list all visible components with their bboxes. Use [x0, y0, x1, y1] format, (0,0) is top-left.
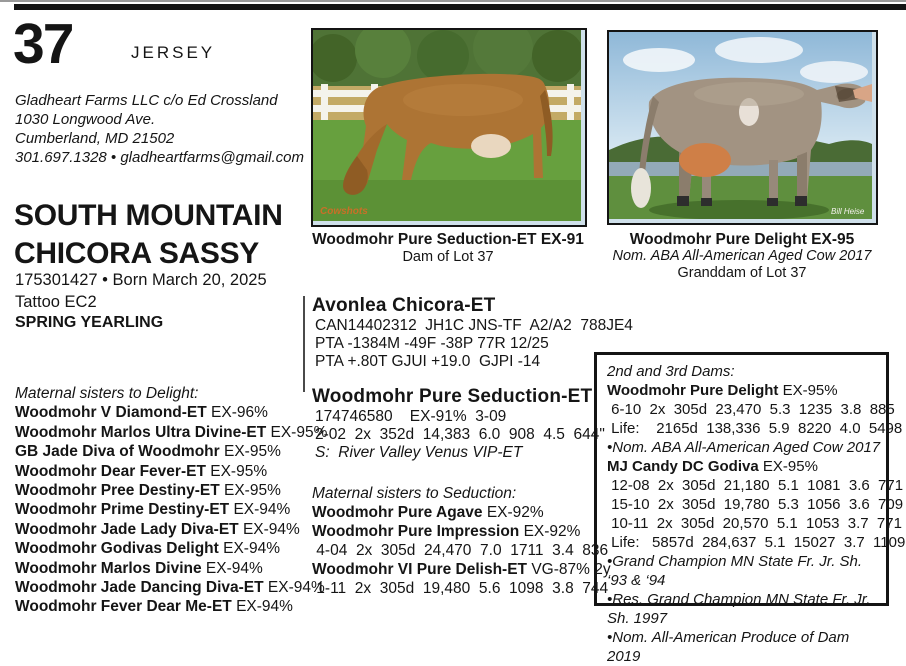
maternal-sisters-seduction-list: Maternal sisters to Seduction: Woodmohr …: [312, 484, 611, 598]
sisters-seduction-heading: Maternal sisters to Seduction:: [312, 485, 517, 502]
second-third-dams-box: 2nd and 3rd Dams: Woodmohr Pure Delight …: [594, 352, 906, 665]
dam-block: Woodmohr Pure Seduction-ET 174746580 EX-…: [312, 386, 605, 462]
dam-photo-illustration: Cowshots: [309, 18, 584, 221]
lot-number: 37: [13, 12, 74, 76]
list-item: GB Jade Diva of Woodmohr EX-95%: [15, 443, 281, 461]
sisters-delight-heading: Maternal sisters to Delight:: [15, 385, 199, 402]
list-item: Woodmohr Jade Lady Diva-ET EX-94%: [15, 520, 300, 538]
dam-reg-score: 174746580 EX-91% 3-09: [315, 408, 507, 425]
record-line: Life: 2165d 138,336 5.9 8220 4.0 5498: [607, 420, 903, 437]
list-item: Woodmohr Dear Fever-ET EX-95%: [15, 462, 268, 480]
dam-photo-subcaption: Dam of Lot 37: [402, 249, 494, 265]
list-item: Woodmohr Jade Dancing Diva-ET EX-94%: [15, 579, 325, 597]
sire-block: Avonlea Chicora-ET CAN14402312 JH1C JNS-…: [312, 295, 633, 371]
sire-name: Avonlea Chicora-ET: [312, 295, 496, 316]
list-item: Woodmohr Godivas Delight EX-94%: [15, 540, 280, 558]
dam-record: 2-02 2x 352d 14,383 6.0 908 4.5 644": [315, 426, 605, 443]
record-line: 4-04 2x 305d 24,470 7.0 1711 3.4 836: [312, 542, 609, 559]
award-note: •Nom. ABA All-American Aged Cow 2017: [607, 439, 881, 456]
list-item: Woodmohr Pree Destiny-ET EX-95%: [15, 482, 281, 500]
record-line: 15-10 2x 305d 19,780 5.3 1056 3.6 709: [607, 496, 904, 513]
award-note: •Grand Champion MN State Fr. Jr. Sh. ‘93…: [607, 553, 863, 589]
list-item: Woodmohr V Diamond-ET EX-96%: [15, 404, 268, 422]
pedigree-connector-line: [303, 296, 305, 392]
granddam-photo: Bill Heise: [607, 30, 878, 225]
animal-name-line2: CHICORA SASSY: [14, 237, 260, 270]
record-line: 1-11 2x 305d 19,480 5.6 1098 3.8 744: [312, 580, 609, 597]
dams-box-heading: 2nd and 3rd Dams:: [607, 363, 735, 380]
record-line: 12-08 2x 305d 21,180 5.1 1081 3.6 771: [607, 477, 904, 494]
granddam-photo-subcaption: Nom. ABA All-American Aged Cow 2017: [612, 248, 872, 264]
dam-sire-line: S: River Valley Venus VIP-ET: [315, 444, 523, 461]
dam2-name-line: Woodmohr Pure Delight EX-95%: [607, 382, 838, 399]
granddam-photo-illustration: Bill Heise: [609, 32, 872, 220]
list-item: Woodmohr Marlos Divine EX-94%: [15, 559, 263, 577]
registration-birthdate: 175301427 • Born March 20, 2025: [15, 271, 267, 289]
page-top-black-rule: [14, 4, 906, 10]
list-item: Woodmohr VI Pure Delish-ET VG-87% 2y: [312, 561, 611, 578]
breed-label: JERSEY: [131, 43, 216, 62]
record-line: 6-10 2x 305d 23,470 5.3 1235 3.8 885: [607, 401, 895, 418]
granddam-photo-subcaption2: Granddam of Lot 37: [677, 265, 807, 281]
sire-pta2: PTA +.80T GJUI +19.0 GJPI -14: [315, 353, 541, 370]
record-line: 10-11 2x 305d 20,570 5.1 1053 3.7 771: [607, 515, 902, 532]
record-line: Life: 5857d 284,637 5.1 15027 3.7 11096: [607, 534, 906, 551]
consignor-address2: Cumberland, MD 21502: [15, 130, 175, 147]
list-item: Woodmohr Fever Dear Me-ET EX-94%: [15, 598, 293, 616]
award-note: •Nom. All-American Produce of Dam 2019: [607, 629, 850, 665]
dam3-name-line: MJ Candy DC Godiva EX-95%: [607, 458, 818, 475]
sire-pta1: PTA -1384M -49F -38P 77R 12/25: [315, 335, 549, 352]
list-item: Woodmohr Prime Destiny-ET EX-94%: [15, 501, 291, 519]
dam-name: Woodmohr Pure Seduction-ET: [312, 386, 593, 407]
photo-watermark: Cowshots: [320, 206, 368, 217]
photo-credit: Bill Heise: [831, 207, 865, 216]
animal-name: SOUTH MOUNTAIN CHICORA SASSY: [14, 197, 283, 273]
sire-ids: CAN14402312 JH1C JNS-TF A2/A2 788JE4: [315, 317, 633, 334]
consignor-address1: 1030 Longwood Ave.: [15, 111, 156, 128]
tattoo: Tattoo EC2: [15, 293, 97, 311]
maternal-sisters-delight-list: Maternal sisters to Delight: Woodmohr V …: [15, 384, 327, 617]
dam-photo: Cowshots: [309, 18, 587, 227]
list-item: Woodmohr Marlos Ultra Divine-ET EX-95%: [15, 423, 328, 441]
award-note: •Res. Grand Champion MN State Fr. Jr. Sh…: [607, 591, 871, 627]
consignor-name: Gladheart Farms LLC c/o Ed Crossland: [15, 92, 278, 109]
consignor-phone-email: 301.697.1328 • gladheartfarms@gmail.com: [15, 149, 304, 166]
list-item: Woodmohr Pure Impression EX-92%: [312, 523, 581, 540]
granddam-photo-caption: Woodmohr Pure Delight EX-95: [629, 231, 855, 248]
show-class: SPRING YEARLING: [15, 314, 164, 331]
consignor-block: Gladheart Farms LLC c/o Ed Crossland 103…: [15, 91, 304, 167]
animal-name-line1: SOUTH MOUNTAIN: [14, 199, 283, 232]
page-top-thin-rule: [0, 0, 906, 2]
dam-photo-caption: Woodmohr Pure Seduction-ET EX-91: [312, 231, 584, 248]
list-item: Woodmohr Pure Agave EX-92%: [312, 504, 544, 521]
